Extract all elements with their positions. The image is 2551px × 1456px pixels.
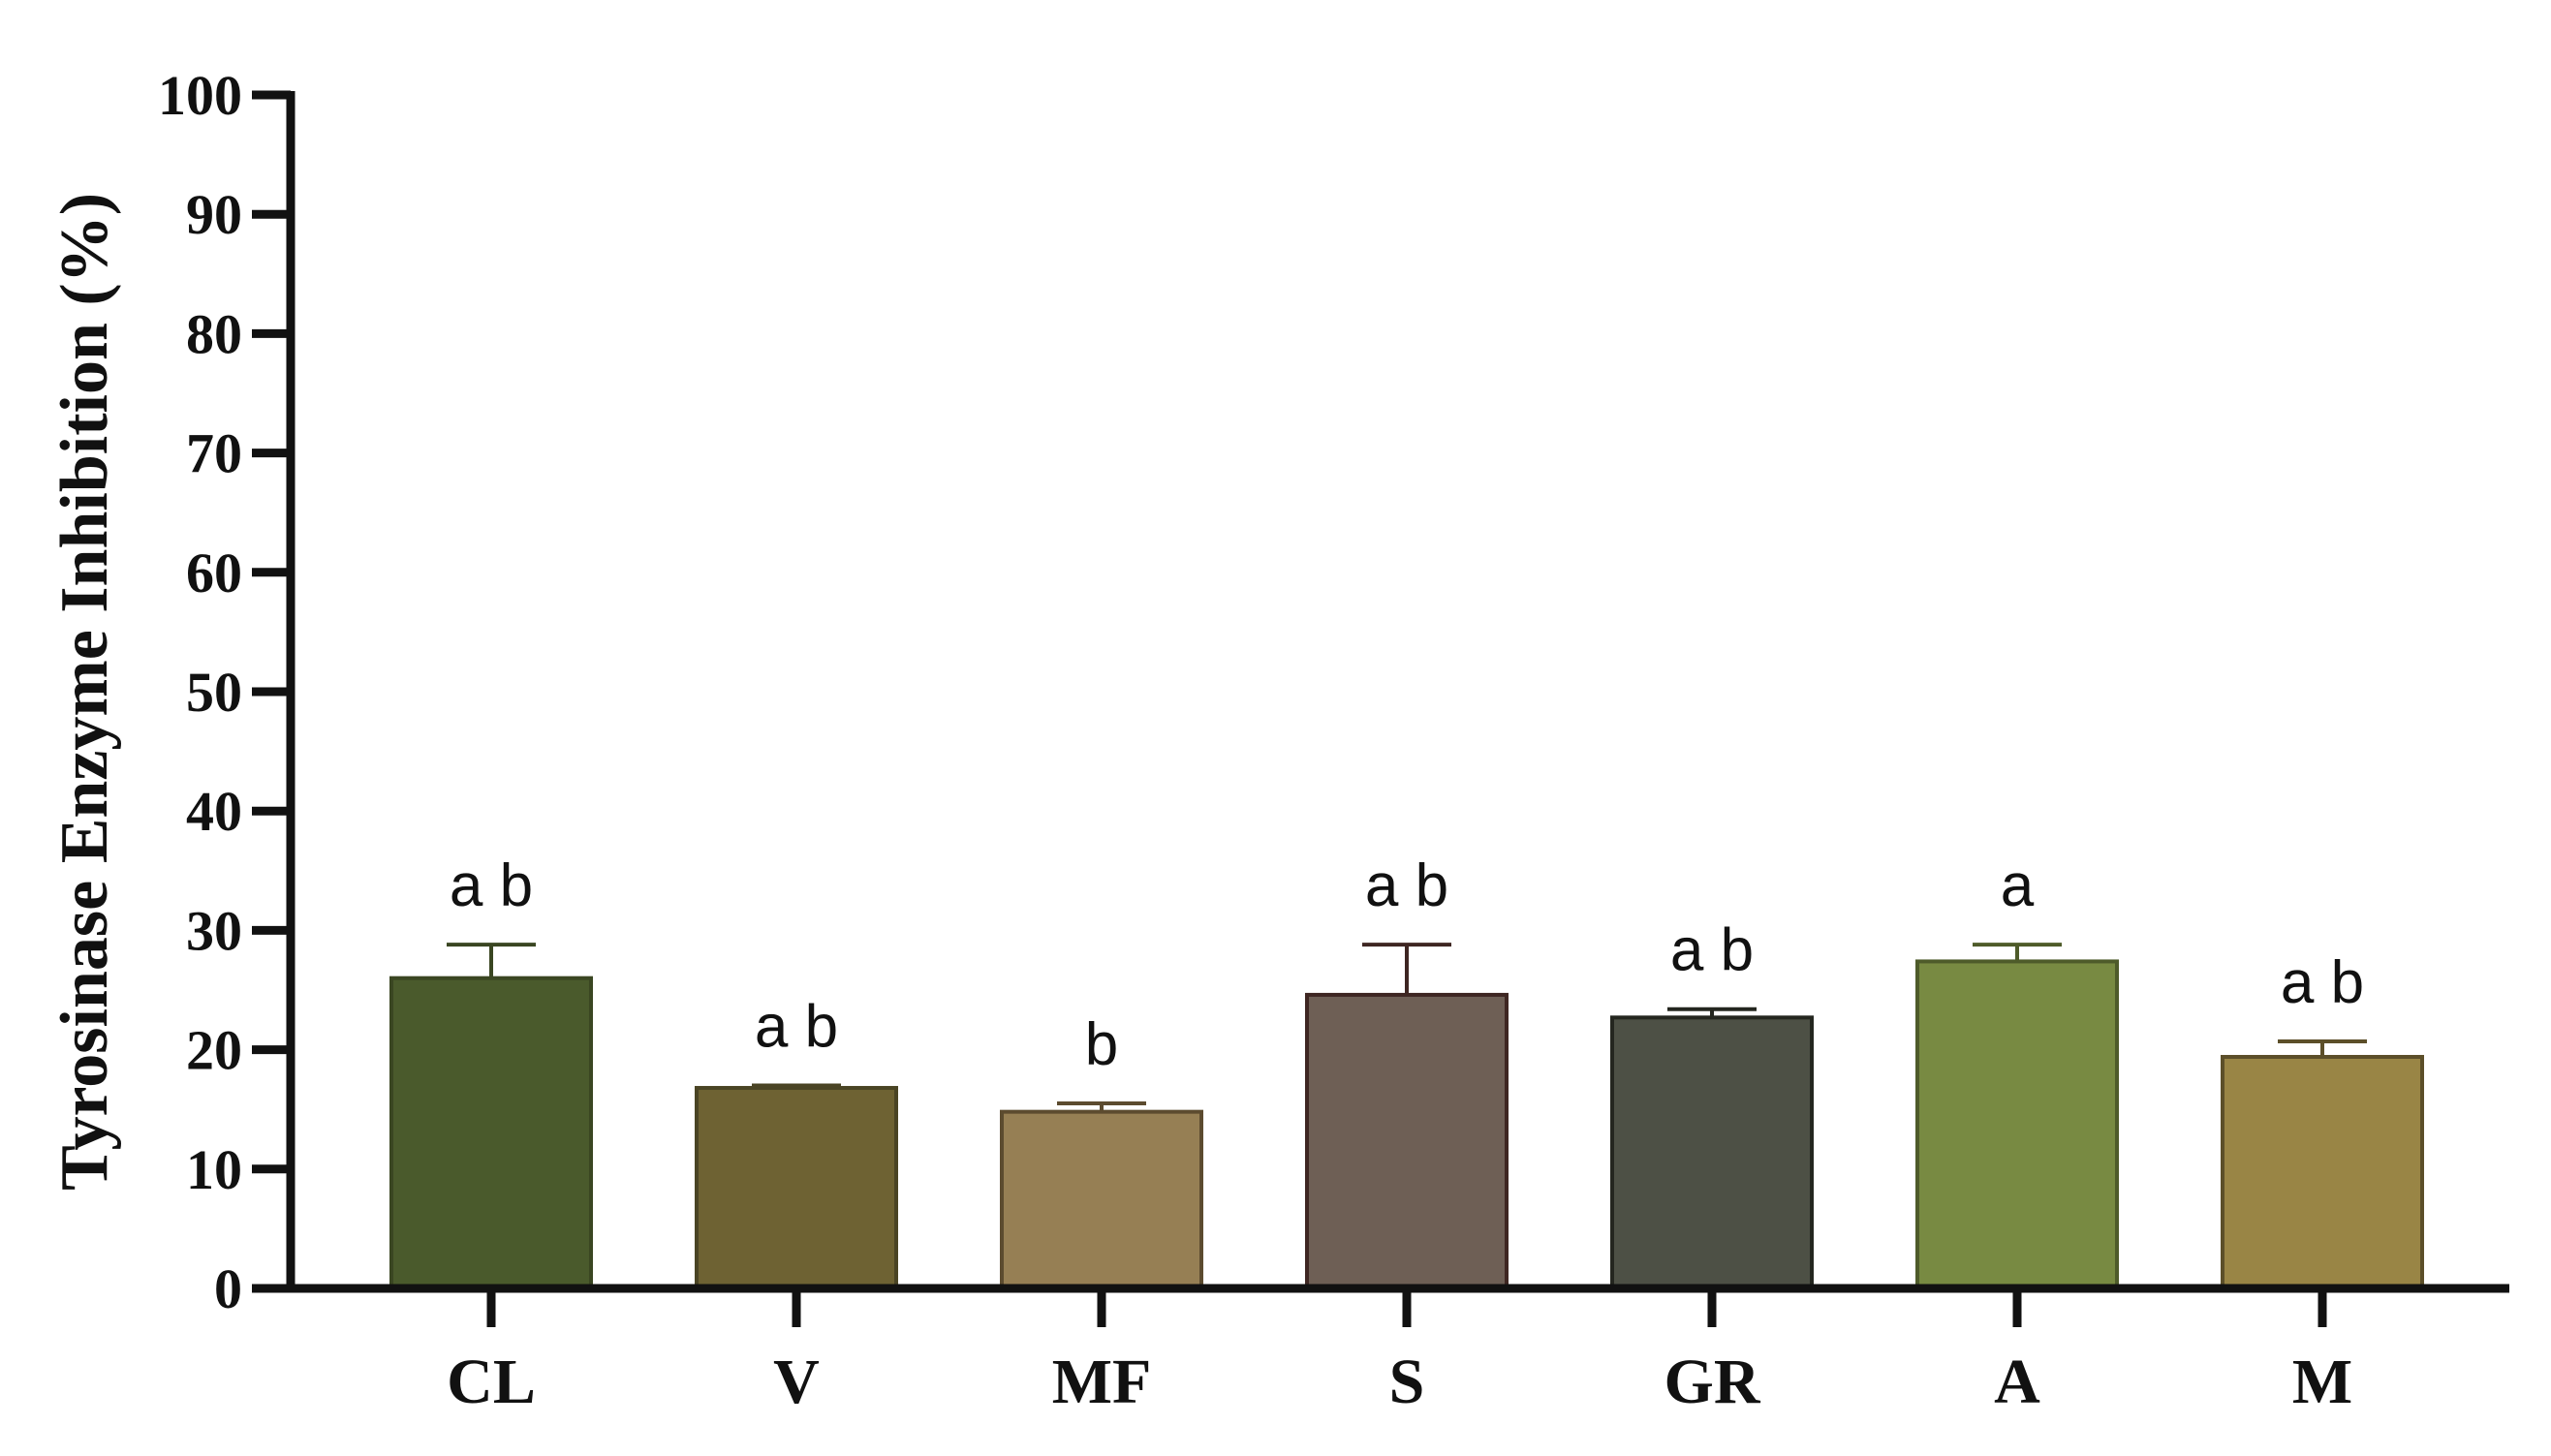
significance-label: a b [755, 994, 838, 1061]
y-tick-label: 0 [214, 1257, 242, 1320]
bar [1915, 959, 2119, 1290]
significance-label: a [2001, 852, 2035, 919]
y-tick-label: 20 [186, 1019, 242, 1082]
y-tick-label: 70 [186, 422, 242, 485]
y-tick-label: 100 [158, 64, 242, 127]
significance-label: a b [450, 852, 533, 919]
x-tick-label: GR [1664, 1347, 1761, 1417]
bar [1305, 992, 1509, 1290]
y-tick-label: 40 [186, 780, 242, 843]
y-tick-label: 50 [186, 661, 242, 724]
y-axis-title: Tyrosinase Enzyme Inhibition (%) [47, 193, 122, 1191]
y-axis-title-group: Tyrosinase Enzyme Inhibition (%) [47, 193, 122, 1191]
bar [1000, 1109, 1203, 1290]
y-tick-label: 90 [186, 183, 242, 246]
x-tick-label: S [1389, 1347, 1425, 1417]
axes [286, 91, 2509, 1293]
y-tick-label: 10 [186, 1138, 242, 1201]
y-tick-label: 80 [186, 302, 242, 365]
x-tick-label: CL [447, 1347, 536, 1417]
bar [1610, 1015, 1814, 1291]
x-tick-label: V [773, 1347, 820, 1417]
bars: a b a b b a b a b a a b [389, 852, 2424, 1291]
bar [2221, 1054, 2424, 1290]
x-tick-label: A [1994, 1347, 2040, 1417]
x-tick-label: MF [1052, 1347, 1152, 1417]
x-axis-labels: CL V MF S GR A M [447, 1288, 2352, 1417]
significance-label: a b [2281, 949, 2364, 1016]
y-axis-ticks: 0 10 20 30 40 50 60 70 80 90 100 [158, 64, 291, 1320]
y-tick-label: 60 [186, 542, 242, 604]
significance-label: b [1085, 1011, 1118, 1078]
significance-label: a b [1670, 917, 1754, 984]
y-tick-label: 30 [186, 899, 242, 962]
x-tick-label: M [2292, 1347, 2352, 1417]
significance-label: a b [1365, 852, 1448, 919]
bar [695, 1086, 898, 1291]
bar [389, 976, 593, 1290]
